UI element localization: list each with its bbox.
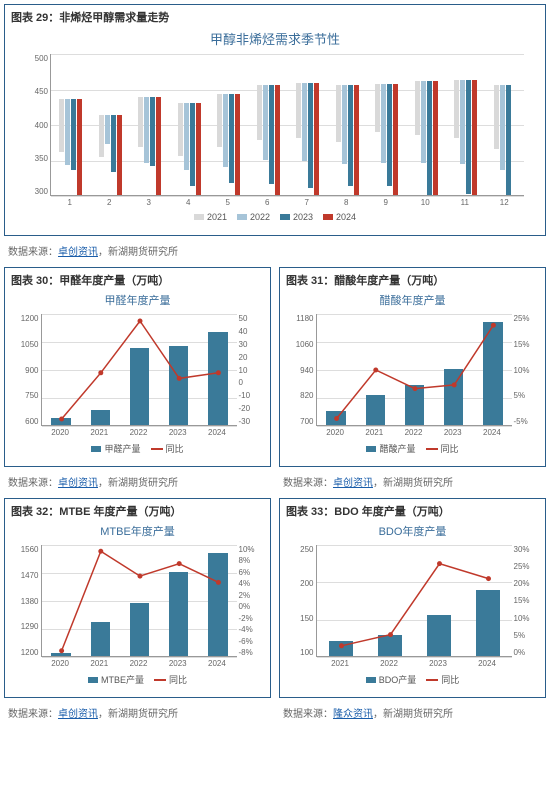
panel-31-label: 图表 31：醋酸年度产量（万吨） <box>280 268 545 290</box>
bar <box>296 83 301 138</box>
bar <box>466 80 471 194</box>
bar <box>178 103 183 156</box>
bar <box>99 115 104 156</box>
legend-item: 同比 <box>151 442 184 455</box>
bar <box>65 99 70 165</box>
panel-chart-30: 图表 30：甲醛年度产量（万吨） 甲醛年度产量 1200105090075060… <box>4 267 271 467</box>
bar <box>235 94 240 195</box>
bar <box>223 94 228 166</box>
legend-item: 2023 <box>280 212 313 222</box>
bar <box>375 84 380 132</box>
chart-33-legend: BDO产量同比 <box>280 671 545 690</box>
bar <box>433 81 438 195</box>
panel-33-label: 图表 33：BDO 年度产量（万吨） <box>280 499 545 521</box>
chart-31-area: 1180106094082070025%15%10%5%-5%202020212… <box>288 310 538 440</box>
source-31: 数据来源：卓创资讯，新湖期货研究所 <box>279 471 546 492</box>
source-30-link[interactable]: 卓创资讯 <box>58 478 98 489</box>
bar <box>354 85 359 195</box>
chart-30-title: 甲醛年度产量 <box>5 290 270 310</box>
bar <box>421 81 426 163</box>
chart-33-title: BDO年度产量 <box>280 521 545 541</box>
source-33-link[interactable]: 隆众资讯 <box>333 709 373 720</box>
legend-item: 2024 <box>323 212 356 222</box>
bar <box>336 85 341 142</box>
legend-item: 2021 <box>194 212 227 222</box>
chart-30-area: 1200105090075060050403020100-10-20-30202… <box>13 310 263 440</box>
chart-29-legend: 2021 2022 2023 2024 <box>5 210 545 226</box>
bar <box>217 94 222 147</box>
bar <box>156 97 161 195</box>
bar <box>472 80 477 195</box>
source-31-link[interactable]: 卓创资讯 <box>333 478 373 489</box>
panel-chart-32: 图表 32：MTBE 年度产量（万吨） MTBE年度产量 15601470138… <box>4 498 271 698</box>
bar <box>506 85 511 195</box>
bar <box>381 84 386 164</box>
bar <box>196 103 201 195</box>
source-32-link[interactable]: 卓创资讯 <box>58 709 98 720</box>
source-30: 数据来源：卓创资讯，新湖期货研究所 <box>4 471 271 492</box>
source-33: 数据来源：隆众资讯，新湖期货研究所 <box>279 702 546 723</box>
legend-item: 2022 <box>237 212 270 222</box>
bar <box>348 85 353 187</box>
panel-32-label: 图表 32：MTBE 年度产量（万吨） <box>5 499 270 521</box>
bar <box>308 83 313 188</box>
bar <box>190 103 195 186</box>
legend-item: MTBE产量 <box>88 673 144 686</box>
bar <box>427 81 432 195</box>
legend-item: 同比 <box>426 442 459 455</box>
bar <box>117 115 122 195</box>
bar <box>257 85 262 140</box>
panel-chart-31: 图表 31：醋酸年度产量（万吨） 醋酸年度产量 1180106094082070… <box>279 267 546 467</box>
bar <box>387 84 392 187</box>
bar <box>342 85 347 165</box>
bar <box>393 84 398 195</box>
chart-33-area: 25020015010030%25%20%15%10%5%0%202120222… <box>288 541 538 671</box>
legend-item: 同比 <box>154 673 187 686</box>
bar <box>150 97 155 166</box>
bar <box>302 83 307 161</box>
bar <box>314 83 319 195</box>
bar <box>263 85 268 160</box>
source-29: 数据来源：卓创资讯，新湖期货研究所 <box>4 240 546 261</box>
legend-item: 醋酸产量 <box>366 442 415 455</box>
chart-31-legend: 醋酸产量同比 <box>280 440 545 459</box>
panel-29-label: 图表 29：非烯烃甲醇需求量走势 <box>5 5 545 27</box>
bar <box>59 99 64 152</box>
bar <box>454 80 459 138</box>
panel-30-label: 图表 30：甲醛年度产量（万吨） <box>5 268 270 290</box>
chart-29-area: 500450400350300123456789101112 <box>20 50 530 210</box>
source-32: 数据来源：卓创资讯，新湖期货研究所 <box>4 702 271 723</box>
chart-29-title: 甲醇非烯烃需求季节性 <box>5 27 545 50</box>
bar <box>184 103 189 170</box>
bar <box>269 85 274 184</box>
bar <box>415 81 420 134</box>
bar <box>105 115 110 143</box>
bar <box>500 85 505 170</box>
bar <box>71 99 76 170</box>
panel-chart-33: 图表 33：BDO 年度产量（万吨） BDO年度产量 2502001501003… <box>279 498 546 698</box>
chart-32-area: 1560147013801290120010%8%6%4%2%0%-2%-4%-… <box>13 541 263 671</box>
bar <box>77 99 82 195</box>
chart-30-legend: 甲醛产量同比 <box>5 440 270 459</box>
bar <box>144 97 149 163</box>
panel-chart-29: 图表 29：非烯烃甲醇需求量走势 甲醇非烯烃需求季节性 500450400350… <box>4 4 546 236</box>
chart-32-legend: MTBE产量同比 <box>5 671 270 690</box>
bar <box>460 80 465 164</box>
legend-item: 甲醛产量 <box>91 442 140 455</box>
legend-item: 同比 <box>426 673 459 686</box>
bar <box>494 85 499 149</box>
chart-31-title: 醋酸年度产量 <box>280 290 545 310</box>
bar <box>275 85 280 195</box>
source-29-link[interactable]: 卓创资讯 <box>58 247 98 258</box>
chart-32-title: MTBE年度产量 <box>5 521 270 541</box>
legend-item: BDO产量 <box>366 673 417 686</box>
bar <box>138 97 143 147</box>
bar <box>111 115 116 172</box>
bar <box>229 94 234 183</box>
